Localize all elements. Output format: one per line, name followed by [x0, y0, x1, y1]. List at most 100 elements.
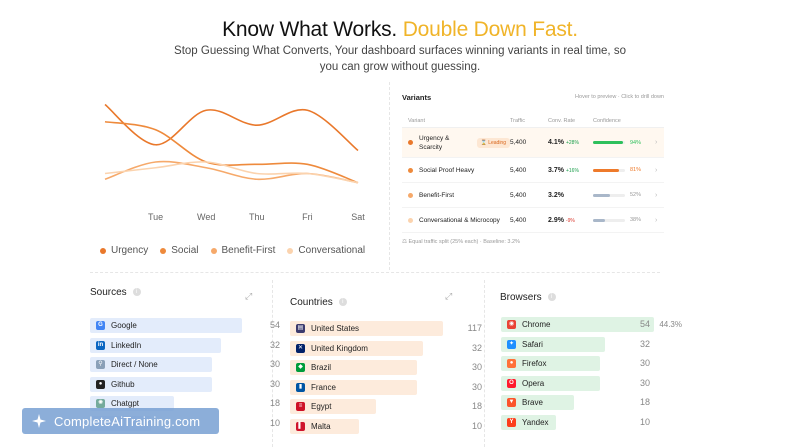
countries-card: Countries i ⤢	[290, 285, 460, 309]
expand-icon[interactable]: ⤢	[245, 291, 253, 301]
x-tick-label: Sat	[351, 212, 365, 222]
variant-conv-rate: 2.9% -9%	[548, 217, 593, 224]
us-flag-icon: ▤	[296, 324, 305, 333]
expand-icon[interactable]: ⤢	[445, 291, 453, 301]
country-row[interactable]: ≡ Egypt	[290, 399, 443, 414]
variant-row[interactable]: Conversational & Microcopy 5,400 2.9% -9…	[402, 208, 664, 233]
france-flag-icon: ▮	[296, 382, 305, 392]
rate-delta: +28%	[565, 140, 579, 146]
variant-dot	[408, 140, 413, 145]
source-count: 32	[269, 339, 280, 350]
browsers-title: Browsers	[500, 291, 542, 303]
source-label: ⚲ Direct / None	[90, 360, 158, 369]
country-label: ▮ France	[290, 382, 336, 392]
card-divider	[484, 280, 485, 447]
chrome-icon: ◉	[507, 320, 516, 329]
variant-traffic: 5,400	[510, 191, 527, 199]
country-row[interactable]: ◆ Brazil	[290, 360, 443, 375]
legend-label: Social	[171, 245, 199, 256]
section-divider	[389, 82, 390, 270]
variants-title: Variants	[402, 92, 432, 102]
title-accent: Double Down Fast.	[402, 18, 578, 41]
browser-label: Y Yandex	[501, 417, 549, 427]
source-name: Google	[111, 321, 137, 330]
chevron-right-icon[interactable]: ›	[655, 216, 658, 224]
legend-item-social[interactable]: Social	[160, 245, 199, 256]
browser-row[interactable]: ▼ Brave	[501, 395, 654, 410]
source-name: LinkedIn	[111, 340, 142, 350]
google-icon: G	[96, 321, 105, 330]
yandex-icon: Y	[507, 417, 516, 427]
confidence-bar	[593, 218, 625, 222]
chevron-right-icon[interactable]: ›	[655, 166, 658, 174]
series-line-conversational[interactable]	[104, 161, 359, 184]
variant-traffic: 5,400	[510, 216, 527, 224]
browser-label: O Opera	[501, 378, 544, 388]
info-icon[interactable]: i	[547, 293, 556, 301]
line-chart-svg: Tue Wed Thu Fri Sat	[104, 103, 365, 222]
variants-hint: Hover to preview · Click to drill down	[575, 94, 664, 100]
source-name: Github	[111, 379, 135, 389]
source-count: 10	[269, 417, 280, 428]
browser-name: Brave	[522, 398, 543, 407]
browser-row[interactable]: ● Firefox	[501, 356, 654, 371]
confidence-fill	[593, 141, 624, 144]
country-name: United States	[311, 324, 360, 333]
country-row[interactable]: ✕ United Kingdom	[290, 340, 443, 356]
country-label: ✕ United Kingdom	[290, 343, 368, 353]
variant-traffic: 5,400	[510, 139, 527, 146]
country-row[interactable]: ▮ France	[290, 379, 443, 395]
col-traffic: Traffic	[510, 117, 525, 124]
variant-dot	[408, 167, 413, 173]
malta-flag-icon: ▌	[296, 421, 305, 431]
rate-value: 3.7%	[548, 166, 564, 174]
variant-row[interactable]: Urgency & Scarcity ⌛ Leading 5,400 4.1% …	[402, 128, 664, 158]
bar-fill	[501, 336, 606, 352]
conversion-line-chart[interactable]: Tue Wed Thu Fri Sat	[90, 88, 380, 238]
series-line-social[interactable]	[104, 120, 359, 184]
series-line-urgency[interactable]	[104, 103, 359, 152]
bar-fill	[290, 321, 443, 336]
github-icon: ●	[96, 379, 105, 389]
col-variant: Variant	[408, 117, 426, 124]
chevron-right-icon[interactable]: ›	[655, 139, 658, 146]
source-row[interactable]: in LinkedIn	[90, 337, 242, 353]
opera-icon: O	[507, 378, 516, 388]
linkedin-icon: in	[96, 340, 105, 350]
legend-item-conversational[interactable]: Conversational	[287, 245, 365, 256]
info-icon[interactable]: i	[338, 298, 347, 306]
country-row[interactable]: ▌ Malta	[290, 418, 443, 434]
bar-fill	[501, 317, 654, 332]
variants-table-body: Urgency & Scarcity ⌛ Leading 5,400 4.1% …	[402, 128, 664, 233]
browser-row[interactable]: ◉ Chrome	[501, 317, 654, 332]
legend-item-benefit-first[interactable]: Benefit-First	[210, 245, 275, 256]
country-label: ▌ Malta	[290, 421, 331, 431]
legend-item-urgency[interactable]: Urgency	[100, 245, 148, 256]
watermark-text: CompleteAiTraining.com	[54, 413, 201, 429]
section-divider	[90, 272, 660, 273]
source-row[interactable]: ⚲ Direct / None	[90, 357, 242, 372]
source-row[interactable]: ✺ Chatgpt	[90, 396, 242, 411]
browser-label: ✦ Safari	[501, 339, 543, 349]
source-count: 54	[269, 320, 280, 330]
rate-value: 3.2%	[548, 191, 564, 199]
variant-conv-rate: 3.2%	[548, 192, 593, 199]
variant-row[interactable]: Benefit-First 5,400 3.2% 52% ›	[402, 183, 664, 208]
variant-name: Conversational & Microcopy	[419, 216, 500, 224]
chevron-right-icon[interactable]: ›	[655, 191, 658, 199]
variant-row[interactable]: Social Proof Heavy 5,400 3.7% +16% 81% ›	[402, 158, 664, 183]
country-row[interactable]: ▤ United States	[290, 321, 443, 336]
browser-count: 32	[639, 338, 650, 349]
browser-name: Firefox	[522, 359, 547, 368]
info-icon[interactable]: i	[132, 288, 141, 296]
browsers-card: Browsers i	[500, 285, 690, 304]
source-row[interactable]: ● Github	[90, 376, 242, 392]
legend-swatch	[210, 247, 217, 254]
source-row[interactable]: G Google	[90, 318, 242, 333]
variant-confidence: 81%	[593, 167, 655, 173]
browser-row[interactable]: Y Yandex	[501, 414, 654, 430]
browser-name: Yandex	[522, 417, 549, 427]
browser-row[interactable]: ✦ Safari	[501, 336, 654, 352]
browser-row[interactable]: O Opera	[501, 375, 654, 391]
confidence-pct: 52%	[630, 192, 642, 198]
